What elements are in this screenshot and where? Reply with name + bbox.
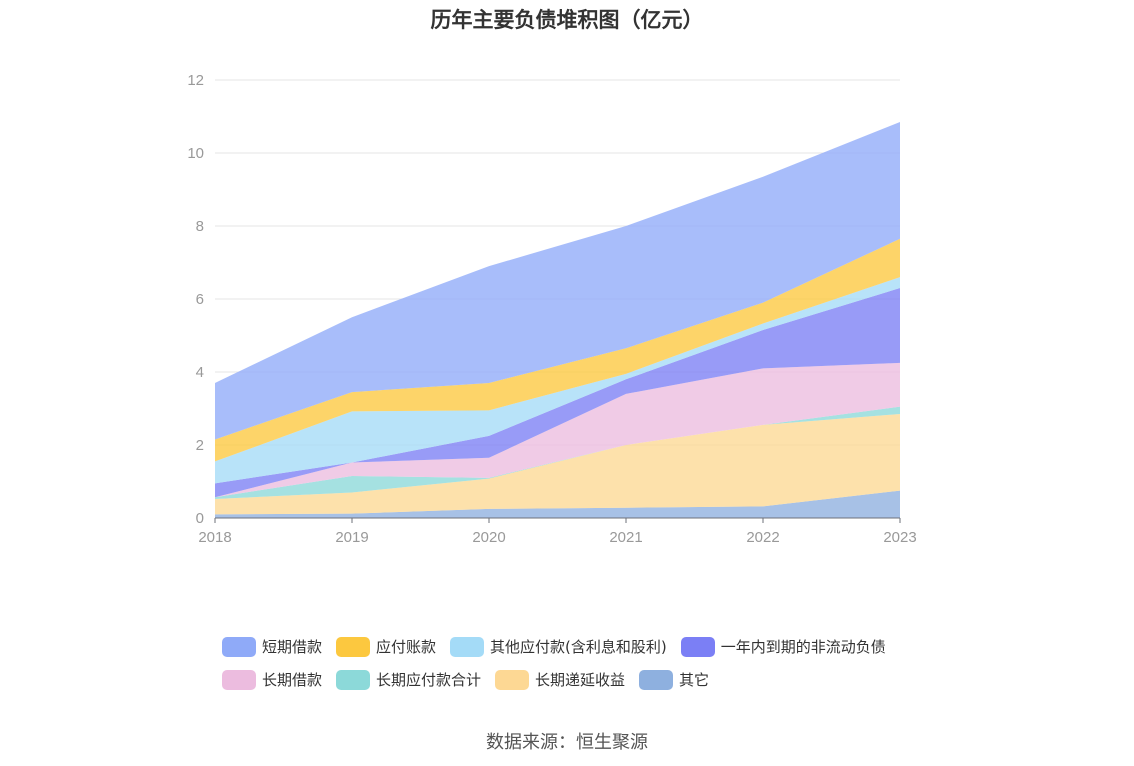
legend-label: 一年内到期的非流动负债 (720, 638, 886, 656)
legend-label: 其他应付款(含利息和股利) (490, 638, 667, 656)
legend-swatch (680, 636, 715, 657)
area-series-1 (215, 413, 900, 515)
x-tick-label: 2022 (746, 529, 779, 546)
y-tick-label: 8 (196, 218, 204, 235)
legend-swatch (222, 636, 256, 657)
legend-swatch (639, 669, 674, 690)
area-series-5 (215, 277, 900, 484)
x-tick-label: 2021 (609, 529, 642, 546)
legend-swatch (495, 669, 530, 690)
legend-item[interactable]: 长期借款 (222, 669, 322, 690)
legend-item[interactable]: 一年内到期的非流动负债 (680, 636, 886, 657)
legend-label: 长期借款 (262, 671, 323, 689)
legend-label: 其它 (679, 671, 710, 689)
legend-item[interactable]: 长期递延收益 (495, 669, 625, 690)
legend-row: 短期借款 应付账款 其他应付款(含利息和股利) 一年内到期的非流动负债 (222, 630, 962, 663)
area-series-3 (215, 362, 900, 498)
x-tick-label: 2023 (883, 529, 916, 546)
area-series-4 (215, 288, 900, 498)
legend-label: 长期递延收益 (535, 671, 626, 689)
legend-swatch (336, 669, 371, 690)
legend-row: 长期借款 长期应付款合计 长期递延收益 其它 (222, 663, 962, 696)
legend-item[interactable]: 长期应付款合计 (336, 669, 481, 690)
y-tick-label: 0 (196, 510, 204, 527)
area-series-0 (215, 490, 900, 518)
area-layers (215, 121, 900, 518)
chart-title: 历年主要负债堆积图（亿元） (430, 8, 704, 32)
y-tick-label: 2 (196, 437, 204, 454)
y-tick-label: 10 (187, 145, 204, 162)
x-tick-label: 2020 (472, 529, 505, 546)
y-tick-label: 4 (196, 364, 204, 381)
axes: 0 2 4 6 8 10 12 2018 2019 2020 2021 2022 2023 (187, 72, 916, 546)
legend-label: 长期应付款合计 (376, 671, 482, 689)
area-series-7 (215, 121, 900, 440)
y-tick-label: 6 (196, 291, 204, 308)
legend-swatch (336, 636, 371, 657)
legend-item[interactable]: 短期借款 (222, 636, 322, 657)
legend-swatch (450, 636, 485, 657)
legend: 短期借款 应付账款 其他应付款(含利息和股利) 一年内到期的非流动负债长期借款 长期应付… (222, 630, 962, 696)
area-series-2 (215, 406, 900, 500)
x-tick-label: 2018 (198, 529, 231, 546)
area-series-6 (215, 238, 900, 462)
y-tick-label: 12 (187, 72, 204, 89)
data-source-note: 数据来源：恒生聚源 (486, 732, 648, 753)
legend-swatch (222, 669, 256, 690)
legend-item[interactable]: 其它 (639, 669, 709, 690)
legend-label: 应付账款 (376, 638, 437, 656)
legend-item[interactable]: 其他应付款(含利息和股利) (450, 636, 667, 657)
legend-label: 短期借款 (262, 638, 323, 656)
legend-item[interactable]: 应付账款 (336, 636, 436, 657)
x-tick-label: 2019 (335, 529, 368, 546)
